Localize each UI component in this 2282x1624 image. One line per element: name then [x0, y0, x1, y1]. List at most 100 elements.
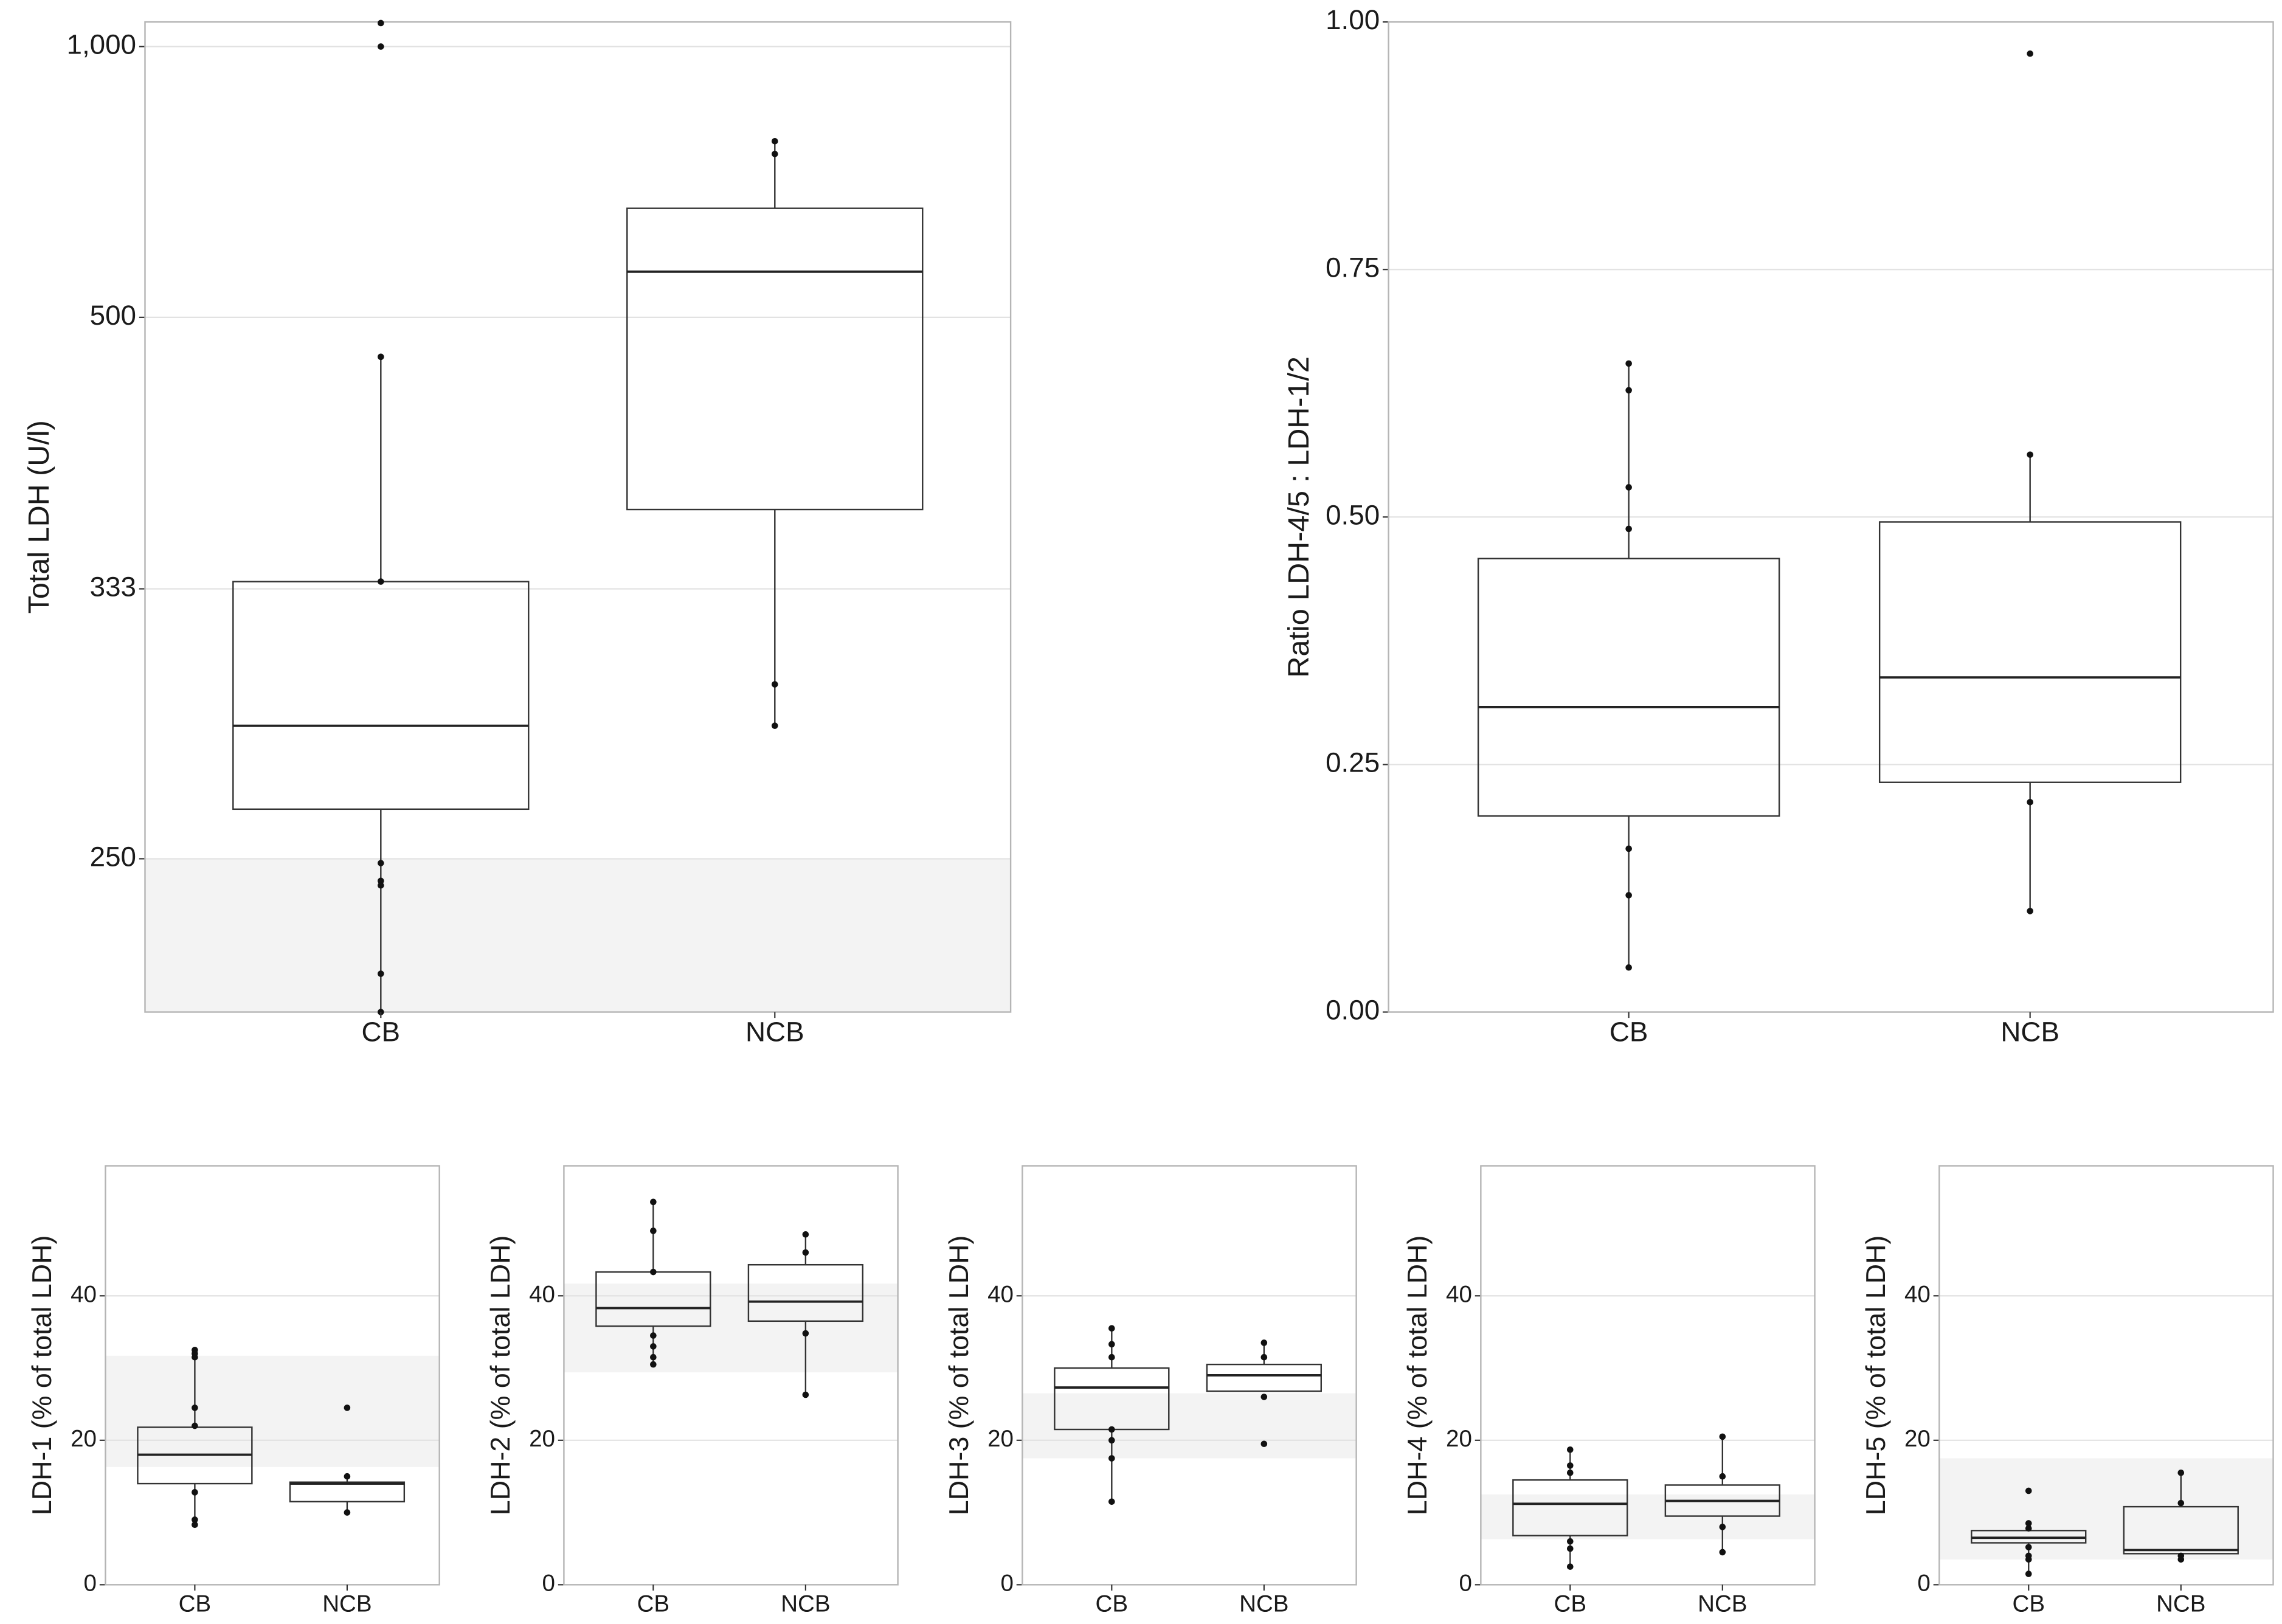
data-point	[1625, 845, 1632, 852]
y-tick-label: 20	[1446, 1426, 1472, 1452]
y-tick-label: 0	[84, 1570, 97, 1597]
data-point	[192, 1422, 198, 1429]
box-ncb	[2123, 1469, 2239, 1563]
y-tick-label: 0	[1459, 1570, 1471, 1597]
y-tick-label: 40	[1904, 1281, 1931, 1307]
data-point	[378, 970, 384, 977]
x-tick-label: NCB	[322, 1591, 372, 1617]
panel-border	[1938, 1165, 2274, 1586]
data-point	[192, 1353, 198, 1361]
y-tick-label: 1.00	[1326, 4, 1380, 35]
y-tick-label: 20	[529, 1426, 555, 1452]
y-tick-label: 333	[90, 572, 136, 603]
x-tick-label: CB	[2013, 1591, 2045, 1617]
x-tick-label: CB	[1610, 1017, 1648, 1048]
panel-border	[105, 1165, 440, 1586]
data-point	[2027, 50, 2033, 57]
iqr-box	[289, 1481, 406, 1502]
y-tick-label: 20	[987, 1426, 1014, 1452]
data-point	[378, 877, 384, 885]
data-point	[1566, 1469, 1574, 1476]
reference-range-band	[1939, 1458, 2273, 1560]
iqr-box	[232, 581, 530, 810]
y-tick-label: 0	[542, 1570, 555, 1597]
data-point	[2027, 451, 2033, 458]
data-point	[2025, 1556, 2032, 1563]
data-point	[1566, 1545, 1574, 1552]
data-point	[378, 578, 384, 585]
data-point	[378, 860, 384, 866]
iqr-box	[1512, 1479, 1628, 1536]
iqr-box	[626, 207, 924, 511]
reference-range-band	[1022, 1393, 1357, 1459]
data-point	[2027, 908, 2033, 914]
data-point	[1719, 1549, 1726, 1556]
box-cb	[1512, 1446, 1628, 1570]
data-point	[1108, 1325, 1115, 1332]
data-point	[1625, 892, 1632, 899]
chart-ldh2: 0 20 40 LDH-2 (% of total LDH) CB NCB	[485, 1165, 899, 1617]
y-tick-label: 0.25	[1326, 747, 1380, 778]
data-point	[1625, 387, 1632, 394]
chart-total_ldh: 250 333 500 1,000 Total LDH (U/l) CB NCB	[22, 19, 1012, 1048]
data-point	[2025, 1487, 2032, 1494]
data-point	[2177, 1469, 2185, 1476]
data-point	[2025, 1525, 2032, 1532]
y-tick-label: 40	[529, 1281, 555, 1307]
box-cb	[595, 1198, 711, 1368]
data-point	[1625, 484, 1632, 491]
data-point	[2025, 1570, 2032, 1577]
y-tick-label: 0	[1917, 1570, 1930, 1597]
panel-border	[1022, 1165, 1357, 1586]
iqr-box	[1477, 558, 1780, 817]
y-tick-label: 250	[90, 841, 136, 872]
box-ncb	[1664, 1433, 1780, 1556]
x-tick-label: CB	[362, 1017, 401, 1048]
box-ncb	[1206, 1339, 1322, 1448]
box-ncb	[289, 1405, 406, 1516]
data-point	[650, 1361, 657, 1368]
data-point	[378, 882, 384, 889]
x-tick-label: NCB	[2156, 1591, 2205, 1617]
x-tick-label: NCB	[781, 1591, 830, 1617]
box-cb	[1971, 1487, 2087, 1577]
y-axis-label: LDH-1 (% of total LDH)	[27, 1235, 57, 1516]
y-axis-label: LDH-3 (% of total LDH)	[944, 1235, 974, 1516]
data-point	[1260, 1394, 1268, 1400]
data-point	[1625, 525, 1632, 533]
data-point	[378, 353, 384, 361]
chart-ldh3: 0 20 40 LDH-3 (% of total LDH) CB NCB	[944, 1165, 1357, 1617]
y-axis-label: LDH-4 (% of total LDH)	[1402, 1235, 1433, 1516]
y-tick-label: 0.50	[1326, 499, 1380, 530]
data-point	[771, 150, 778, 157]
data-point	[650, 1198, 657, 1206]
panel-border	[1388, 21, 2274, 1013]
reference-range-band	[145, 859, 1011, 1012]
data-point	[1566, 1563, 1574, 1570]
data-point	[378, 19, 384, 27]
data-point	[1566, 1538, 1574, 1545]
data-point	[802, 1231, 809, 1238]
data-point	[2177, 1556, 2185, 1563]
data-point	[1719, 1524, 1726, 1530]
data-point	[1260, 1339, 1268, 1346]
data-point	[1625, 964, 1632, 971]
panel-border	[1480, 1165, 1816, 1586]
data-point	[1108, 1437, 1115, 1444]
data-point	[1260, 1353, 1268, 1361]
data-point	[192, 1516, 198, 1523]
y-tick-label: 20	[1904, 1426, 1931, 1452]
data-point	[2027, 799, 2033, 806]
y-axis-label: LDH-5 (% of total LDH)	[1861, 1235, 1891, 1516]
data-point	[1108, 1341, 1115, 1348]
box-cb	[137, 1347, 253, 1529]
chart-ldh1: 0 20 40 LDH-1 (% of total LDH) CB NCB	[27, 1165, 440, 1617]
data-point	[650, 1332, 657, 1339]
data-point	[1719, 1473, 1726, 1480]
data-point	[1566, 1446, 1574, 1453]
chart-ldh5: 0 20 40 LDH-5 (% of total LDH) CB NCB	[1861, 1165, 2274, 1617]
data-point	[2025, 1520, 2032, 1527]
data-point	[650, 1353, 657, 1361]
y-tick-label: 0	[1000, 1570, 1013, 1597]
